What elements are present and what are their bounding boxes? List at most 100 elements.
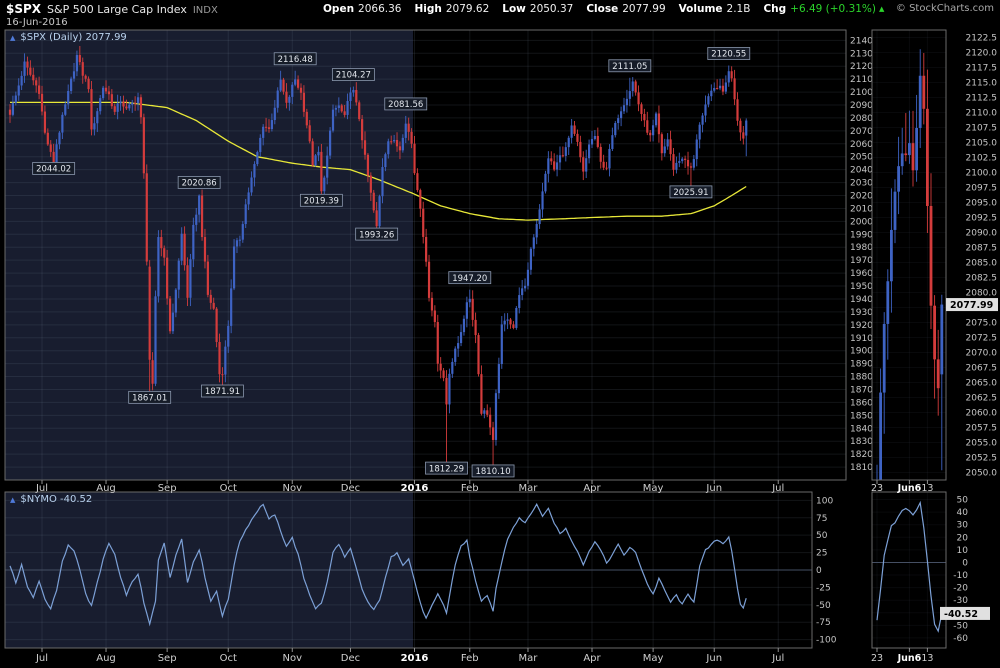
svg-text:2092.5: 2092.5: [966, 214, 998, 224]
quote-value-change: +6.49 (+0.31%): [790, 3, 877, 15]
svg-text:Sep: Sep: [158, 483, 177, 494]
svg-text:2020.86: 2020.86: [182, 179, 217, 189]
svg-text:Sep: Sep: [158, 653, 177, 664]
quote-item-change: Chg +6.49 (+0.31%) ▲: [763, 3, 884, 15]
svg-text:13: 13: [921, 483, 933, 494]
svg-text:2110: 2110: [850, 75, 873, 85]
quote-value: 2050.37: [529, 3, 574, 15]
svg-text:2070: 2070: [850, 127, 873, 137]
svg-text:1950: 1950: [850, 282, 873, 292]
svg-text:2057.5: 2057.5: [966, 424, 998, 434]
svg-text:2070.0: 2070.0: [966, 349, 998, 359]
svg-text:2050: 2050: [850, 153, 873, 163]
svg-text:1980: 1980: [850, 243, 873, 253]
svg-text:23: 23: [871, 653, 883, 664]
svg-text:13: 13: [921, 653, 933, 664]
svg-text:23: 23: [871, 483, 883, 494]
svg-text:2060.0: 2060.0: [966, 409, 998, 419]
svg-text:2140: 2140: [850, 36, 873, 46]
svg-text:Mar: Mar: [519, 653, 539, 664]
svg-text:2112.5: 2112.5: [966, 94, 998, 104]
svg-text:2122.5: 2122.5: [966, 34, 998, 44]
svg-text:May: May: [643, 653, 664, 664]
svg-text:Jul: Jul: [35, 653, 48, 664]
svg-text:2055.0: 2055.0: [966, 439, 998, 449]
svg-text:-100: -100: [816, 636, 837, 646]
svg-text:1947.20: 1947.20: [452, 274, 487, 284]
svg-text:Nov: Nov: [283, 483, 303, 494]
svg-text:1880: 1880: [850, 373, 873, 383]
svg-text:25: 25: [816, 549, 827, 559]
svg-text:1890: 1890: [850, 360, 873, 370]
svg-text:2082.5: 2082.5: [966, 274, 998, 284]
svg-text:2102.5: 2102.5: [966, 154, 998, 164]
svg-text:1830: 1830: [850, 437, 873, 447]
chart-title: $SPX S&P 500 Large Cap Index INDX: [6, 2, 218, 16]
quote-item-low: Low 2050.37: [502, 3, 573, 15]
svg-text:1810.10: 1810.10: [475, 467, 510, 477]
svg-text:-30: -30: [953, 596, 968, 606]
svg-text:1930: 1930: [850, 308, 873, 318]
quote-item-open: Open 2066.36: [323, 3, 401, 15]
svg-text:Jul: Jul: [771, 653, 784, 664]
main-legend-text: $SPX (Daily) 2077.99: [20, 32, 127, 43]
svg-text:20: 20: [957, 533, 969, 543]
svg-text:2072.5: 2072.5: [966, 334, 998, 344]
svg-text:2025.91: 2025.91: [673, 188, 708, 198]
svg-text:Nov: Nov: [283, 653, 303, 664]
change-up-arrow-icon: ▲: [879, 5, 885, 13]
svg-text:-75: -75: [816, 618, 831, 628]
svg-text:2030: 2030: [850, 179, 873, 189]
svg-text:Oct: Oct: [220, 653, 237, 664]
symbol: $SPX: [6, 2, 42, 16]
svg-text:2105.0: 2105.0: [966, 139, 998, 149]
svg-text:1960: 1960: [850, 269, 873, 279]
svg-text:Mar: Mar: [519, 483, 539, 494]
nymo-legend-text: $NYMO -40.52: [20, 494, 93, 505]
svg-text:1993.26: 1993.26: [359, 230, 394, 240]
svg-text:-60: -60: [953, 634, 968, 644]
svg-text:2100: 2100: [850, 88, 873, 98]
svg-text:40: 40: [957, 508, 969, 518]
svg-text:2090.0: 2090.0: [966, 229, 998, 239]
svg-text:Jul: Jul: [35, 483, 48, 494]
svg-text:2000: 2000: [850, 217, 873, 227]
svg-text:Aug: Aug: [96, 653, 116, 664]
svg-text:2081.56: 2081.56: [388, 100, 423, 110]
svg-text:-50: -50: [953, 621, 968, 631]
svg-text:2016: 2016: [401, 653, 429, 664]
nymo-legend: ▲ $NYMO -40.52: [10, 494, 92, 505]
svg-text:0: 0: [816, 566, 822, 576]
svg-text:2107.5: 2107.5: [966, 124, 998, 134]
svg-text:-10: -10: [953, 571, 968, 581]
quote-value: 2066.36: [358, 3, 402, 15]
svg-text:Feb: Feb: [461, 653, 479, 664]
svg-text:2115.0: 2115.0: [966, 79, 998, 89]
svg-text:2111.05: 2111.05: [612, 62, 647, 72]
quote-label: High: [414, 3, 442, 15]
svg-text:75: 75: [816, 514, 827, 524]
svg-text:2095.0: 2095.0: [966, 199, 998, 209]
quote-item-close: Close 2077.99: [586, 3, 665, 15]
svg-text:2060: 2060: [850, 140, 873, 150]
svg-text:1990: 1990: [850, 230, 873, 240]
svg-text:50: 50: [816, 531, 828, 541]
svg-text:1840: 1840: [850, 424, 873, 434]
quote-value: 2077.99: [622, 3, 666, 15]
svg-text:1940: 1940: [850, 295, 873, 305]
svg-text:1860: 1860: [850, 398, 873, 408]
svg-text:2052.5: 2052.5: [966, 454, 998, 464]
quote-item-high: High 2079.62: [414, 3, 489, 15]
series-marker-icon: ▲: [10, 495, 16, 504]
svg-text:2117.5: 2117.5: [966, 64, 998, 74]
svg-text:2104.27: 2104.27: [336, 71, 371, 81]
nymo-panel: 100 75 50 25 0 -25 -50 -75 -100: [4, 491, 837, 649]
svg-text:30: 30: [957, 521, 969, 531]
svg-text:Jun: Jun: [705, 483, 722, 494]
svg-text:2120.55: 2120.55: [711, 50, 746, 60]
exchange: INDX: [192, 5, 218, 16]
quote-value: 2079.62: [445, 3, 490, 15]
svg-text:0: 0: [962, 558, 968, 568]
